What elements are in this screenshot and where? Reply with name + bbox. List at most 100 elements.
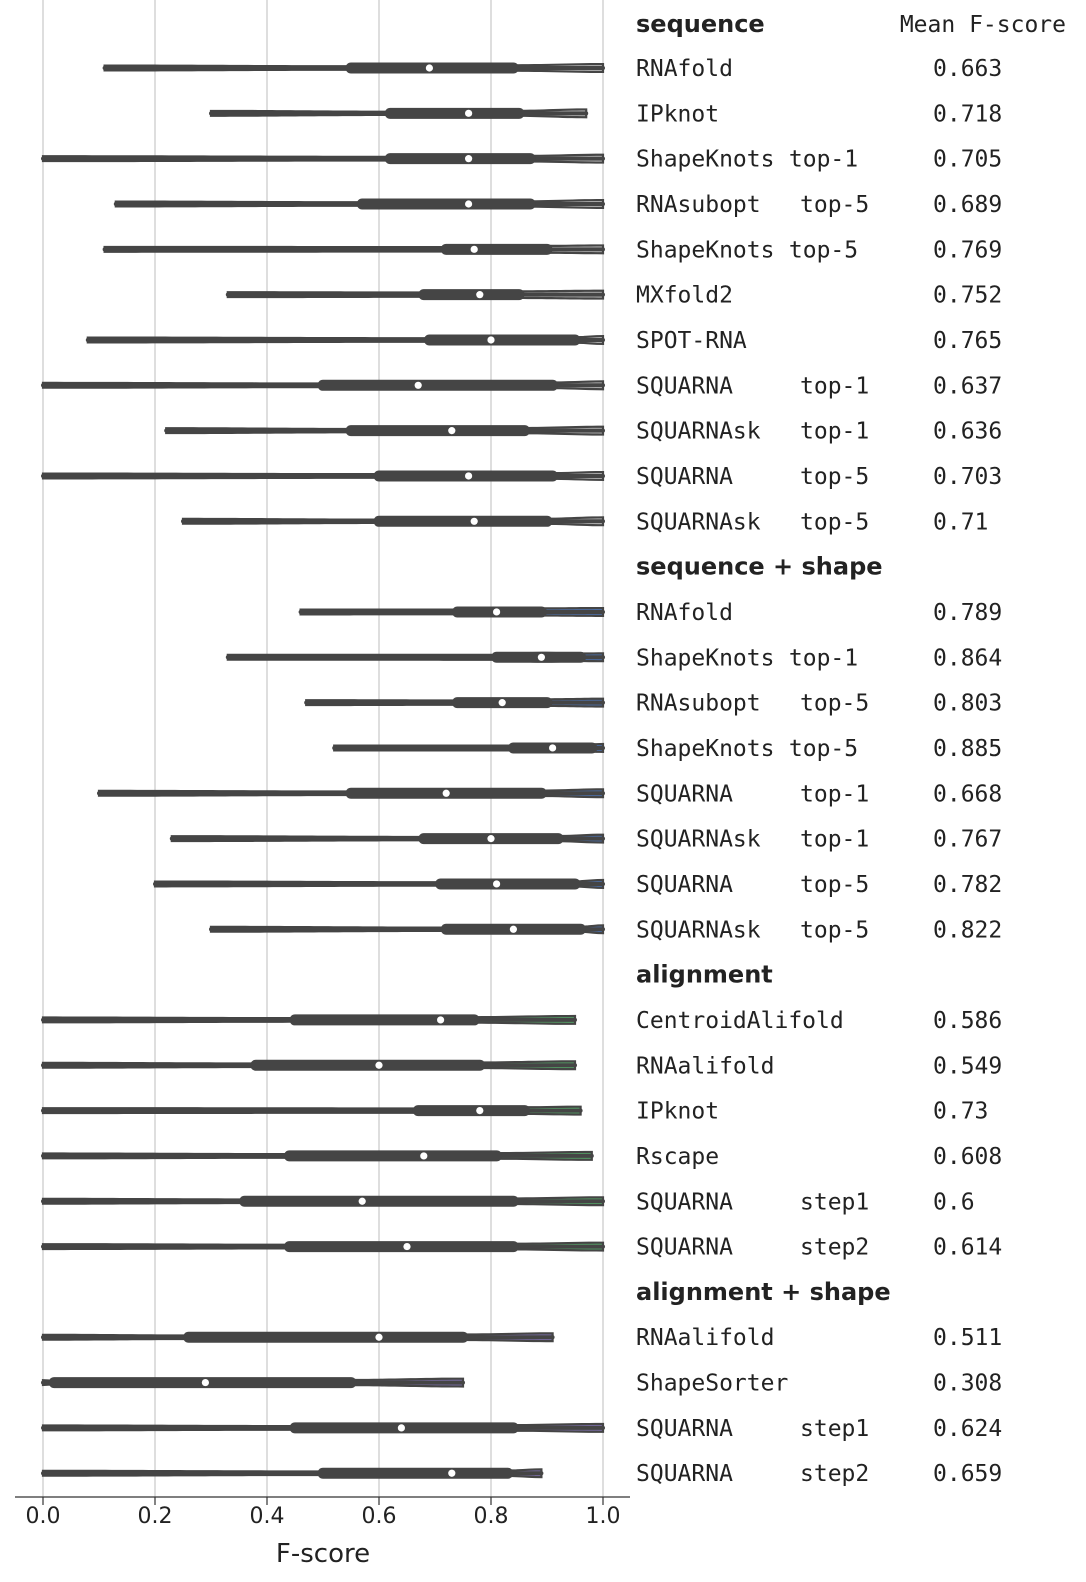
table-tool-variant: top-5 [800, 917, 869, 943]
x-tick-label: 0.6 [362, 1504, 397, 1529]
x-tick-label: 0.4 [250, 1504, 285, 1529]
table-tool-name: ShapeKnots [636, 237, 774, 263]
table-mean-f-score: 0.308 [933, 1371, 1002, 1397]
median-marker [470, 517, 478, 525]
median-marker [375, 1333, 383, 1341]
median-marker [465, 109, 473, 117]
table-tool-variant: step2 [800, 1461, 869, 1487]
violin [85, 334, 605, 346]
violin [225, 289, 605, 301]
median-marker [448, 427, 456, 435]
violin [209, 923, 605, 935]
table-header-sequence: sequence [636, 10, 765, 38]
table-tool-variant: step2 [800, 1235, 869, 1261]
table-tool-name: IPknot [636, 101, 719, 127]
table-mean-f-score: 0.822 [933, 917, 1002, 943]
table-tool-name: RNAsubopt [636, 192, 761, 218]
table-mean-f-score: 0.624 [933, 1416, 1002, 1442]
table-mean-f-score: 0.718 [933, 101, 1002, 127]
violin [41, 1105, 583, 1117]
table-tool-name: IPknot [636, 1099, 719, 1125]
table-mean-f-score: 0.586 [933, 1008, 1002, 1034]
table-tool-variant: top-5 [800, 872, 869, 898]
x-tick-label: 0.8 [474, 1504, 509, 1529]
table-mean-f-score: 0.6 [933, 1189, 975, 1215]
table-mean-f-score: 0.511 [933, 1325, 1002, 1351]
table-mean-f-score: 0.71 [933, 509, 988, 535]
violin [102, 243, 605, 255]
violin [41, 470, 605, 482]
median-marker [403, 1242, 411, 1251]
violin [298, 606, 605, 618]
group-heading: sequence + shape [636, 553, 883, 581]
table-mean-f-score: 0.782 [933, 872, 1002, 898]
table-tool-name: SQUARNA [636, 1235, 733, 1261]
violin [41, 1150, 594, 1162]
violin [181, 515, 605, 527]
violin [41, 1241, 605, 1253]
median-marker [465, 200, 473, 208]
median-marker [448, 1469, 456, 1477]
table-mean-f-score: 0.549 [933, 1053, 1002, 1079]
table-tool-name: RNAalifold [636, 1053, 774, 1079]
table-tool-variant: top-5 [800, 464, 869, 490]
table-mean-f-score: 0.767 [933, 827, 1002, 853]
score-table: sequence Mean F-score RNAfold 0.663 IPknot… [636, 10, 1066, 1487]
violin [41, 1331, 555, 1343]
violin [225, 651, 605, 663]
table-tool-variant: step1 [800, 1416, 869, 1442]
table-mean-f-score: 0.663 [933, 56, 1002, 82]
x-tick-label: 1.0 [586, 1504, 621, 1529]
table-mean-f-score: 0.769 [933, 237, 1002, 263]
table-tool-name: SPOT-RNA [636, 328, 747, 354]
x-axis: F-score 0.0 0.2 0.4 0.6 0.8 1.0 [15, 1496, 630, 1569]
violin [41, 1014, 577, 1026]
violin [41, 1467, 544, 1479]
table-tool-name: SQUARNAsk [636, 509, 761, 535]
violin [41, 1195, 605, 1207]
violin [41, 1422, 605, 1434]
median-marker [414, 381, 422, 389]
table-tool-name: ShapeKnots [636, 645, 774, 671]
table-tool-variant: top-5 [800, 691, 869, 717]
violin [102, 62, 605, 74]
median-marker [442, 789, 450, 797]
table-tool-name: SQUARNA [636, 872, 733, 898]
table-tool-name: RNAalifold [636, 1325, 774, 1351]
median-marker [375, 1061, 383, 1069]
median-marker [465, 155, 473, 163]
violin [164, 425, 605, 437]
table-tool-variant: top-5 [789, 736, 858, 762]
table-tool-name: SQUARNA [636, 373, 733, 399]
median-marker [487, 835, 495, 843]
table-mean-f-score: 0.752 [933, 283, 1002, 309]
violin [113, 198, 605, 210]
table-mean-f-score: 0.885 [933, 736, 1002, 762]
median-marker [476, 291, 484, 299]
table-mean-f-score: 0.864 [933, 645, 1002, 671]
table-mean-f-score: 0.789 [933, 600, 1002, 626]
table-tool-variant: top-1 [800, 373, 869, 399]
median-marker [437, 1016, 445, 1024]
table-mean-f-score: 0.659 [933, 1461, 1002, 1487]
median-marker [493, 608, 501, 616]
median-marker [420, 1152, 428, 1160]
table-tool-name: ShapeKnots [636, 147, 774, 173]
violin [332, 742, 605, 754]
table-tool-variant: top-5 [789, 237, 858, 263]
median-marker [358, 1197, 366, 1205]
table-tool-name: RNAfold [636, 600, 733, 626]
table-tool-name: ShapeKnots [636, 736, 774, 762]
median-marker [509, 925, 517, 933]
table-mean-f-score: 0.73 [933, 1099, 988, 1125]
median-marker [465, 472, 473, 480]
table-tool-name: MXfold2 [636, 283, 733, 309]
median-marker [487, 336, 495, 344]
table-mean-f-score: 0.705 [933, 147, 1002, 173]
median-marker [476, 1106, 484, 1115]
table-tool-name: SQUARNA [636, 464, 733, 490]
table-tool-name: SQUARNAsk [636, 917, 761, 943]
violin [41, 379, 605, 391]
table-mean-f-score: 0.637 [933, 373, 1002, 399]
table-mean-f-score: 0.614 [933, 1235, 1002, 1261]
